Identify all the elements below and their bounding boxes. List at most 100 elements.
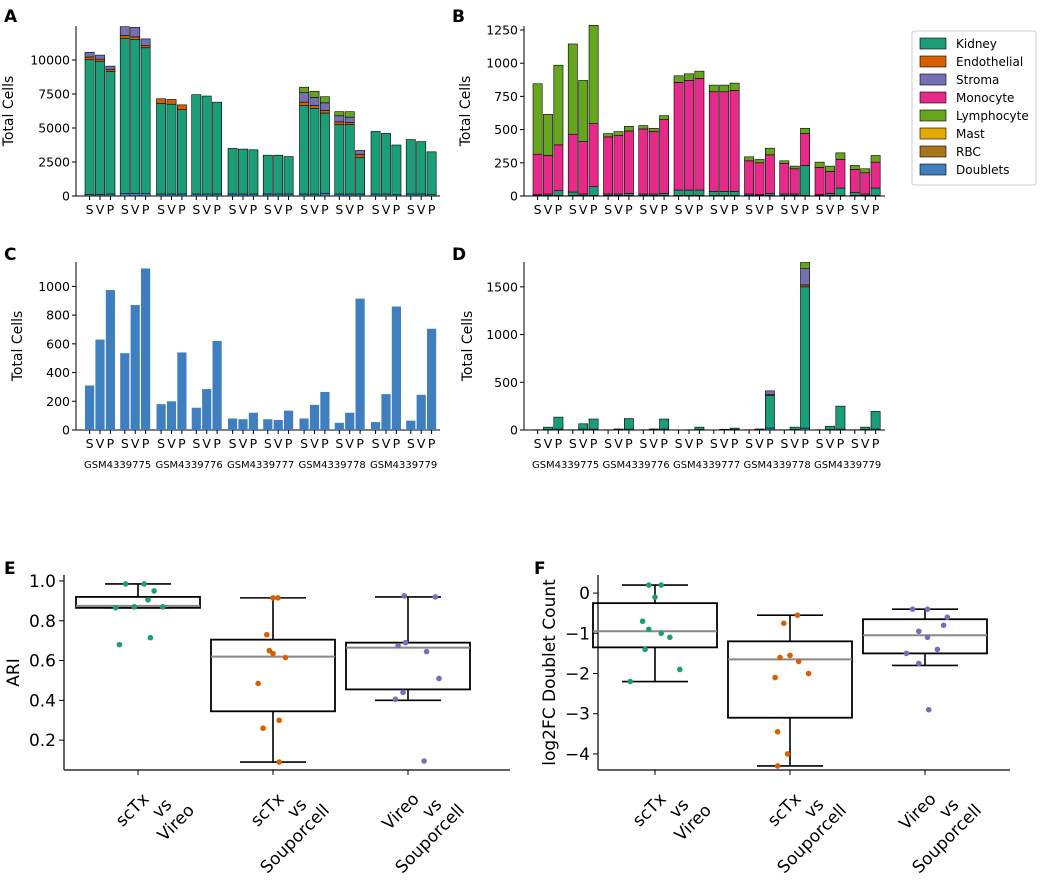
panel-c-bar-doublets xyxy=(130,305,140,430)
panel-d-bar-stroma xyxy=(800,268,810,286)
panel-a-bar-endothelial xyxy=(95,58,105,62)
panel-b-x-tick-label: P xyxy=(625,202,633,217)
panel-b-x-tick-label: P xyxy=(837,202,845,217)
panel-b-x-tick-label: V xyxy=(755,202,764,217)
panel-c-x-tick-label: V xyxy=(167,436,176,451)
panel-b-bar-lymphocyte xyxy=(694,70,705,79)
panel-d-bar-kidney xyxy=(800,286,810,429)
panel-d-bar-kidney xyxy=(648,428,659,431)
panel-a-bar-kidney xyxy=(140,47,151,194)
panel-c-bar-doublets xyxy=(202,389,212,430)
panel-a-bar-kidney xyxy=(105,71,116,195)
panel-c-bar-doublets xyxy=(416,394,426,430)
panel-b-x-tick-label: S xyxy=(710,202,718,217)
panel-b-bar-lymphocyte xyxy=(623,125,634,132)
panel-b-x-tick-label: V xyxy=(790,202,799,217)
panel-b-x-tick-label: P xyxy=(731,202,739,217)
panel-c-x-tick-label: V xyxy=(310,436,319,451)
legend-swatch-stroma xyxy=(919,73,947,86)
panel-b-bar-monocyte xyxy=(659,119,669,194)
panel-f-x-tick-label-line: scTx xyxy=(629,789,670,830)
panel-d-bar-kidney xyxy=(764,395,775,429)
panel-b-bar-monocyte xyxy=(553,144,564,191)
panel-f-point xyxy=(794,612,801,619)
panel-b-bar-monocyte xyxy=(673,82,684,191)
panel-a-bar-lymphocyte xyxy=(299,86,309,93)
panel-e-y-tick-label: 0.2 xyxy=(29,731,56,751)
panel-f-point xyxy=(667,634,673,641)
panel-a-bar-doublets xyxy=(177,193,187,197)
panel-c-bar-doublets xyxy=(381,394,391,430)
panel-a-bar-kidney xyxy=(416,141,427,195)
panel-a-x-tick-label: P xyxy=(142,202,150,217)
panel-b-bar-lymphocyte xyxy=(870,155,881,163)
panel-a-bar-endothelial xyxy=(334,121,345,125)
panel-b-x-tick-label: S xyxy=(534,202,542,217)
panel-b-bar-monocyte xyxy=(648,131,659,195)
legend-swatch-endothelial xyxy=(919,55,947,68)
panel-a-bar-doublets xyxy=(119,192,130,197)
panel-b-bar-lymphocyte xyxy=(708,84,719,93)
panel-d-x-tick-label: P xyxy=(696,436,704,451)
panel-b-bar-lymphocyte xyxy=(789,165,800,170)
panel-letter-B: B xyxy=(452,7,465,27)
panel-d-bar-kidney xyxy=(613,428,624,431)
panel-b-x-tick-label: S xyxy=(639,202,647,217)
panel-f-point xyxy=(677,666,683,673)
panel-a-bar-lymphocyte xyxy=(334,111,345,117)
panel-b-x-tick-label: V xyxy=(579,202,588,217)
panel-a-y-tick-label: 5000 xyxy=(38,121,70,136)
panel-b-bar-monocyte xyxy=(613,135,624,195)
panel-f-point xyxy=(925,706,932,713)
panel-a-bar-doublets xyxy=(212,193,222,197)
panel-b-bar-kidney xyxy=(849,192,860,196)
legend-label-mast: Mast xyxy=(956,127,985,141)
panel-b-bar-lymphocyte xyxy=(729,82,740,91)
panel-a-bar-doublets xyxy=(262,193,273,197)
panel-e-point xyxy=(421,758,427,764)
panel-e-box xyxy=(345,641,471,691)
panel-a-bar-kidney xyxy=(391,144,402,195)
panel-b-bar-monocyte xyxy=(603,136,613,195)
panel-b-bar-kidney xyxy=(694,189,705,196)
panel-f-x-tick-label-line: scTx xyxy=(764,789,805,830)
panel-a-bar-kidney xyxy=(355,156,365,195)
panel-d-x-tick-label: P xyxy=(801,436,809,451)
panel-e-point xyxy=(151,588,157,594)
panel-e-box xyxy=(75,595,201,609)
panel-a-bar-kidney xyxy=(309,107,320,195)
panel-a-bar-kidney xyxy=(156,103,166,195)
panel-b-bar-lymphocyte xyxy=(814,161,825,168)
panel-c-bar-doublets xyxy=(355,298,365,430)
panel-b-bar-lymphocyte xyxy=(553,64,564,146)
panel-b-x-tick-label: P xyxy=(696,202,704,217)
panel-f-point xyxy=(795,658,802,665)
panel-d-x-tick-label: S xyxy=(745,436,753,451)
panel-a-y-tick-label: 7500 xyxy=(38,87,70,102)
panel-b-bar-lymphocyte xyxy=(578,80,589,142)
panel-a-y-tick-label: 2500 xyxy=(38,155,70,170)
panel-d-group-label: GSM4339776 xyxy=(602,460,669,471)
panel-b-x-tick-label: P xyxy=(555,202,563,217)
panel-a-x-tick-label: P xyxy=(321,202,329,217)
panel-f-y-tick-label: −1 xyxy=(565,624,590,644)
panel-c-bar-doublets xyxy=(391,306,401,430)
panel-d-bar-kidney xyxy=(754,428,765,431)
panel-f-point xyxy=(652,594,658,600)
panel-f-point xyxy=(805,670,812,677)
panel-a-x-tick-label: V xyxy=(417,202,426,217)
panel-b-bar-lymphocyte xyxy=(779,160,790,164)
panel-a-y-label: Total Cells xyxy=(1,76,17,148)
panel-a-bar-kidney xyxy=(248,149,259,195)
panel-d-x-tick-label: S xyxy=(675,436,683,451)
panel-a-bar-kidney xyxy=(130,39,141,194)
panel-d-x-tick-label: S xyxy=(851,436,859,451)
panel-c-bar-doublets xyxy=(345,412,355,430)
panel-b-x-tick-label: S xyxy=(675,202,683,217)
panel-b-y-tick-label: 0 xyxy=(510,189,518,204)
panel-a-x-tick-label: S xyxy=(407,202,415,217)
panel-d-x-tick-label: V xyxy=(861,436,870,451)
panel-a-bar-stroma xyxy=(309,97,320,106)
panel-a-bar-doublets xyxy=(227,193,238,197)
panel-b-bar-monocyte xyxy=(719,91,730,192)
